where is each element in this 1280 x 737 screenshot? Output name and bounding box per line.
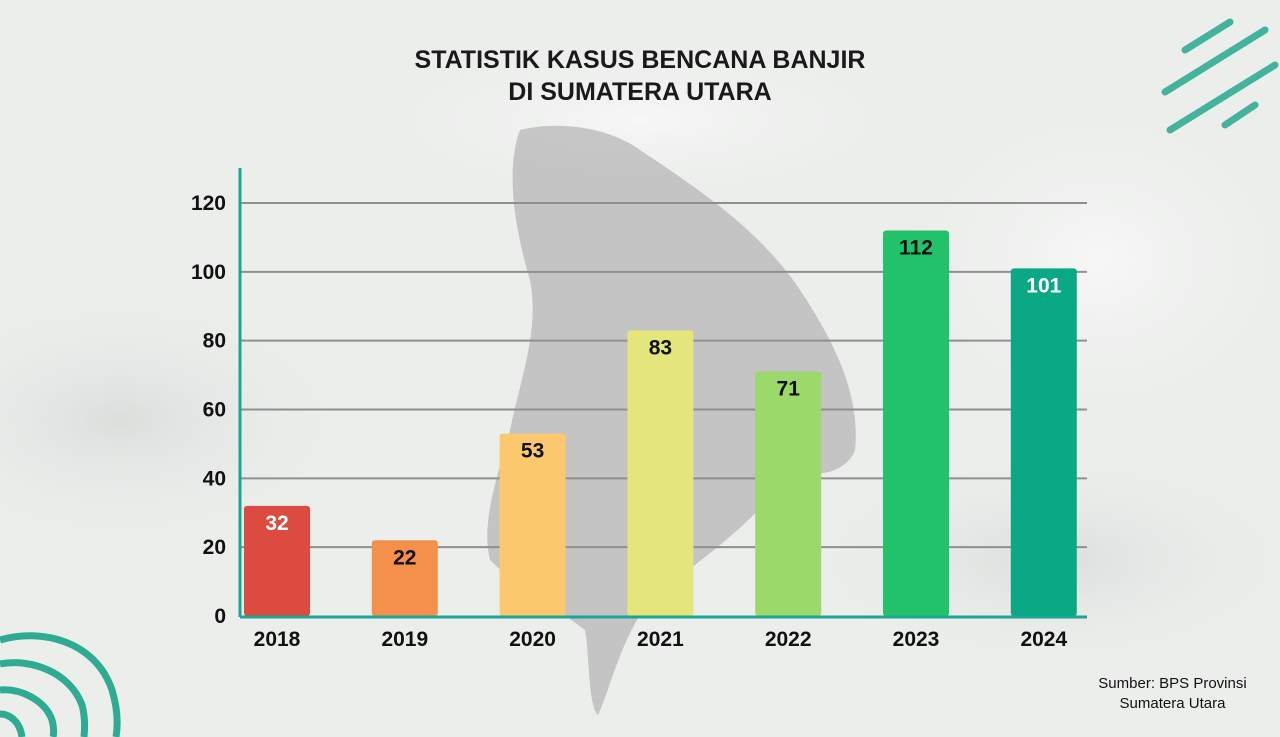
x-tick-label-2021: 2021: [637, 628, 684, 651]
data-label-2019: 22: [393, 546, 416, 569]
data-label-2018: 32: [265, 512, 288, 535]
tick-labels: 0 20 40 60 80 100 120 2018 2019 2020 2021 2022 2023 2…: [191, 192, 1068, 651]
bar-2021: [627, 330, 694, 616]
x-tick-label-2018: 2018: [254, 628, 301, 651]
stripe-decoration: [1161, 18, 1279, 134]
data-labels: 32 22 53 83 71 112 101: [265, 237, 1061, 570]
axes: [238, 168, 1087, 619]
x-tick-label-2024: 2024: [1020, 628, 1067, 651]
bar-2018: [244, 505, 310, 616]
data-label-2024: 101: [1026, 274, 1061, 297]
y-tick-label-60: 60: [203, 399, 226, 422]
y-tick-label-80: 80: [203, 330, 226, 353]
y-tick-label-120: 120: [191, 192, 226, 215]
data-label-2023: 112: [899, 237, 933, 260]
y-tick-label-100: 100: [191, 261, 226, 284]
source-line-2: Sumatera Utara: [1119, 695, 1226, 712]
y-tick-label-40: 40: [203, 467, 226, 490]
data-label-2021: 83: [649, 336, 672, 359]
x-tick-label-2020: 2020: [509, 628, 556, 651]
source-line-1: Sumber: BPS Provinsi: [1098, 675, 1247, 692]
chart-title: STATISTIK KASUS BENCANA BANJIR DI SUMATE…: [0, 44, 1280, 108]
title-line-2: DI SUMATERA UTARA: [508, 78, 772, 106]
bar-2023: [883, 230, 949, 617]
y-tick-label-0: 0: [214, 605, 226, 628]
x-tick-label-2022: 2022: [765, 628, 812, 651]
ring-decoration: [0, 632, 121, 737]
bar-2019: [371, 540, 438, 616]
y-tick-label-20: 20: [203, 536, 226, 559]
data-label-2022: 71: [777, 378, 801, 401]
x-tick-label-2019: 2019: [381, 628, 428, 651]
bar-2020: [499, 433, 566, 616]
source-note: Sumber: BPS Provinsi Sumatera Utara: [1080, 674, 1265, 714]
bars: [244, 230, 1077, 617]
bar-2024: [1010, 268, 1077, 616]
x-tick-label-2023: 2023: [893, 628, 940, 651]
title-line-1: STATISTIK KASUS BENCANA BANJIR: [414, 46, 866, 74]
bar-2022: [755, 371, 822, 616]
data-label-2020: 53: [521, 440, 544, 463]
